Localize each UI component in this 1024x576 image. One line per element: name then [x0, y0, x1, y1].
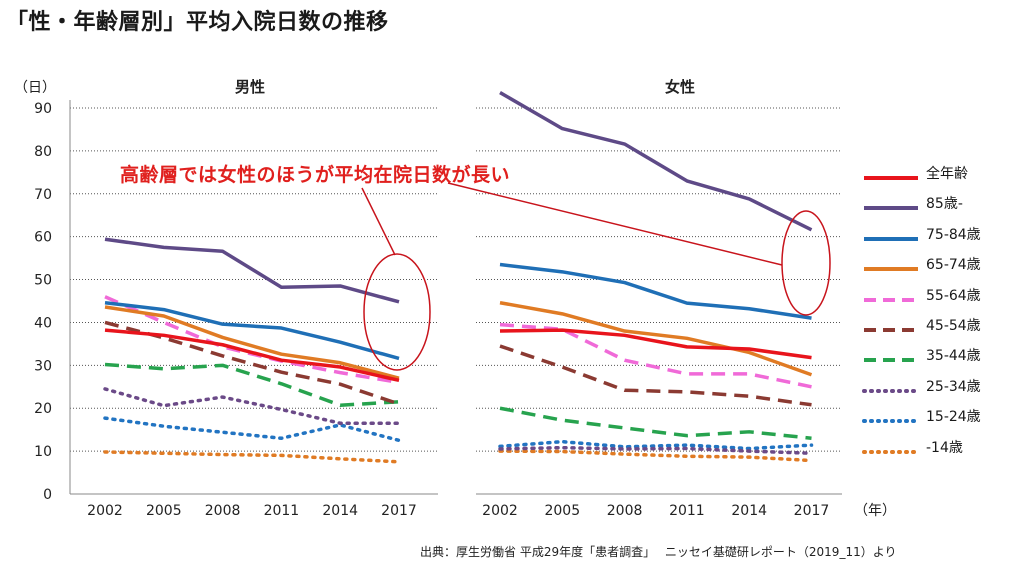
series-line-male-2: [104, 300, 400, 361]
legend-swatch: [862, 419, 920, 424]
series-line-female-4: [499, 322, 812, 389]
legend-swatch: [864, 176, 918, 180]
legend-item: 35-44歳: [862, 342, 1022, 372]
series-line-male-1: [104, 237, 400, 304]
x-tick-label: 2002: [482, 503, 518, 519]
legend-swatch: [864, 297, 918, 302]
series-line-female-9: [498, 449, 814, 463]
chart-annotation: 高齢層では女性のほうが平均在院日数が長い: [120, 164, 511, 186]
x-tick-label: 2008: [607, 503, 643, 519]
legend-label: 全年齢: [926, 166, 968, 182]
x-tick-label: 2014: [322, 503, 358, 519]
series-line-male-9: [103, 450, 401, 464]
page-title: 「性・年齢層別」平均入院日数の推移: [6, 10, 389, 35]
legend-label: 35-44歳: [926, 348, 981, 365]
legend-label: 15-24歳: [926, 409, 981, 426]
series-line-male-3: [104, 305, 400, 380]
legend-swatch: [864, 267, 918, 272]
legend-label: 55-64歳: [926, 287, 981, 304]
y-axis-unit: （日）: [14, 80, 56, 96]
series-line-female-7: [498, 445, 814, 456]
y-tick-label: 0: [43, 487, 52, 503]
y-tick-label: 40: [34, 315, 52, 331]
y-tick-label: 10: [34, 444, 52, 460]
series-line-female-6: [499, 406, 812, 440]
x-tick-label: 2017: [381, 503, 417, 519]
series-line-female-1: [499, 91, 813, 232]
series-line-female-0: [499, 328, 812, 360]
legend-item: 全年齢: [862, 160, 1022, 190]
x-tick-label: 2005: [544, 503, 580, 519]
callout-ellipse-female: [781, 210, 831, 316]
legend-item: -14歳: [862, 434, 1022, 464]
legend-swatch: [864, 206, 918, 211]
x-tick-label: 2011: [264, 503, 300, 519]
x-axis-unit: （年）: [854, 503, 896, 519]
legend-label: 65-74歳: [926, 257, 981, 274]
panel-title: 女性: [665, 78, 695, 96]
legend-swatch: [864, 236, 918, 241]
x-tick-label: 2008: [205, 503, 241, 519]
legend-item: 25-34歳: [862, 373, 1022, 403]
panel-title: 男性: [235, 78, 265, 96]
series-line-male-8: [103, 416, 401, 443]
legend-item: 55-64歳: [862, 282, 1022, 312]
callout-pointer-male: [361, 187, 396, 256]
legend-label: 45-54歳: [926, 317, 981, 334]
series-line-female-2: [499, 262, 812, 320]
y-tick-label: 80: [34, 144, 52, 160]
x-tick-label: 2005: [146, 503, 182, 519]
y-tick-label: 50: [34, 273, 52, 289]
series-line-female-5: [499, 344, 812, 407]
legend-item: 65-74歳: [862, 251, 1022, 281]
legend-swatch: [862, 388, 920, 393]
series-line-male-0: [104, 328, 400, 383]
legend-label: -14歳: [926, 439, 963, 456]
callout-ellipse-male: [363, 253, 431, 371]
legend-item: 45-54歳: [862, 312, 1022, 342]
series-line-female-3: [499, 300, 813, 377]
legend-label: 25-34歳: [926, 378, 981, 395]
series-line-male-6: [104, 362, 400, 407]
callout-pointer-female: [447, 182, 783, 266]
legend-swatch: [864, 358, 918, 363]
y-tick-label: 90: [34, 101, 52, 117]
y-tick-label: 30: [34, 358, 52, 374]
legend: 全年齢 85歳- 75-84歳 65-74歳 55-64歳 45-54歳 35-44歳 25-…: [862, 160, 1022, 464]
y-tick-label: 60: [34, 230, 52, 246]
legend-label: 75-84歳: [926, 226, 981, 243]
x-tick-label: 2017: [794, 503, 830, 519]
y-tick-label: 20: [34, 401, 52, 417]
legend-swatch: [862, 449, 920, 454]
x-tick-label: 2002: [87, 503, 123, 519]
x-tick-label: 2014: [731, 503, 767, 519]
series-line-male-7: [103, 387, 401, 425]
y-tick-label: 70: [34, 187, 52, 203]
legend-swatch: [864, 327, 918, 332]
legend-label: 85歳-: [926, 196, 963, 213]
legend-item: 85歳-: [862, 190, 1022, 220]
x-tick-label: 2011: [669, 503, 705, 519]
legend-item: 75-84歳: [862, 221, 1022, 251]
legend-item: 15-24歳: [862, 403, 1022, 433]
source-note: 出典：厚生労働省 平成29年度「患者調査」 ニッセイ基礎研レポート（2019_1…: [420, 545, 897, 559]
